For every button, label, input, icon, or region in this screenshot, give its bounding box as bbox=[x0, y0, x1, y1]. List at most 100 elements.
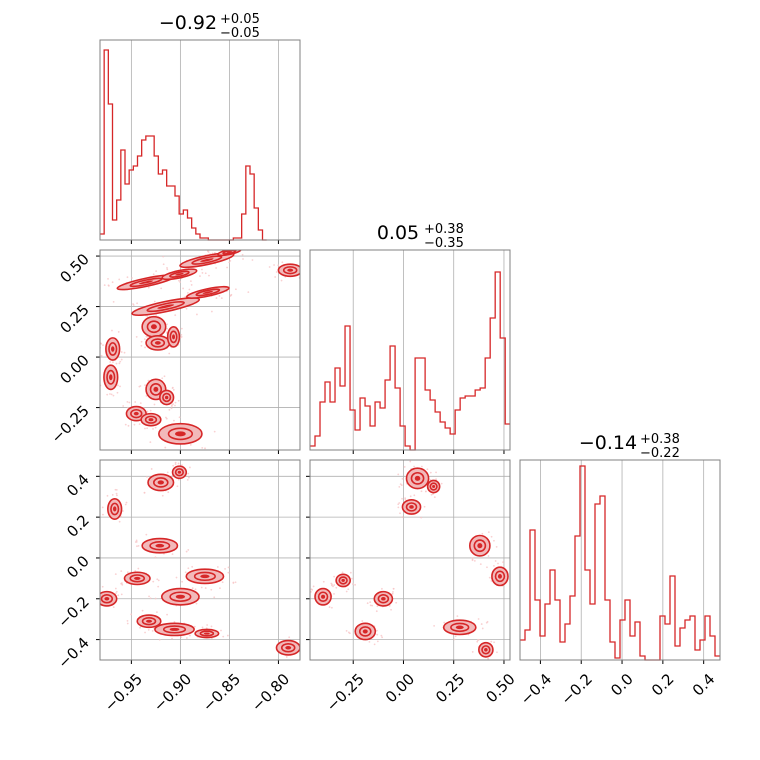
sample-point bbox=[120, 582, 123, 585]
sample-point bbox=[473, 559, 476, 562]
sample-point bbox=[333, 584, 336, 586]
sample-point bbox=[168, 352, 171, 355]
sample-point bbox=[476, 640, 479, 643]
contour-core bbox=[432, 485, 436, 489]
panel-title-upper-error: +0.05 bbox=[220, 12, 260, 27]
sample-point bbox=[375, 629, 378, 632]
sample-point bbox=[493, 539, 495, 542]
sample-point bbox=[206, 624, 209, 626]
sample-point bbox=[166, 323, 168, 326]
sample-point bbox=[201, 446, 204, 449]
sample-point bbox=[161, 377, 164, 380]
sample-point bbox=[140, 344, 143, 347]
sample-point bbox=[195, 602, 198, 605]
sample-point bbox=[109, 393, 111, 395]
sample-point bbox=[111, 493, 114, 496]
sample-point bbox=[210, 637, 213, 640]
sample-point bbox=[193, 625, 196, 628]
sample-point bbox=[497, 562, 499, 565]
sample-point bbox=[161, 494, 164, 497]
sample-point bbox=[152, 273, 155, 276]
sample-point bbox=[174, 401, 177, 404]
sample-point bbox=[331, 583, 333, 586]
sample-point bbox=[122, 510, 124, 512]
sample-point bbox=[117, 384, 119, 387]
sample-point bbox=[144, 631, 146, 634]
sample-point bbox=[93, 596, 95, 598]
contour-core bbox=[362, 629, 368, 634]
sample-point bbox=[119, 385, 121, 388]
sample-point bbox=[369, 604, 372, 607]
sample-point bbox=[493, 564, 495, 567]
sample-point bbox=[187, 292, 189, 294]
sample-point bbox=[141, 609, 144, 612]
sample-point bbox=[150, 468, 153, 470]
sample-point bbox=[285, 656, 288, 658]
sample-point bbox=[121, 583, 124, 586]
sample-point bbox=[145, 394, 148, 397]
panel-title-lower-error: −0.22 bbox=[640, 446, 680, 461]
sample-point bbox=[173, 621, 176, 623]
sample-point bbox=[112, 394, 115, 397]
sample-point bbox=[404, 498, 407, 501]
y-tick-label: 0.4 bbox=[63, 470, 93, 500]
sample-point bbox=[247, 291, 250, 294]
sample-point bbox=[126, 571, 129, 574]
contour-core bbox=[134, 576, 141, 580]
sample-point bbox=[120, 358, 123, 361]
sample-point bbox=[156, 611, 158, 614]
sample-point bbox=[117, 331, 120, 333]
sample-point bbox=[146, 335, 149, 338]
x-tick-label: −0.25 bbox=[323, 670, 368, 715]
sample-point bbox=[219, 587, 221, 590]
contour-core bbox=[477, 543, 483, 549]
sample-point bbox=[234, 288, 237, 291]
scatter-r2c1: −0.25 0.00 0.25 0.50 bbox=[306, 459, 519, 715]
sample-point bbox=[400, 484, 403, 487]
sample-point bbox=[216, 566, 219, 568]
sample-point bbox=[207, 251, 210, 253]
sample-point bbox=[215, 267, 217, 269]
contour-core bbox=[414, 475, 421, 481]
panel-title-lower-error: −0.35 bbox=[424, 236, 464, 251]
sample-point bbox=[154, 597, 157, 600]
sample-point bbox=[229, 247, 231, 249]
contour-core bbox=[109, 374, 113, 381]
sample-point bbox=[146, 410, 149, 413]
sample-point bbox=[163, 375, 166, 378]
contour-core bbox=[226, 251, 233, 253]
contour-core bbox=[203, 632, 210, 635]
sample-point bbox=[179, 281, 181, 283]
sample-point bbox=[433, 625, 436, 627]
sample-point bbox=[354, 583, 357, 586]
sample-point bbox=[180, 636, 183, 639]
histogram-diag-1: 0.05 +0.38−0.35 bbox=[309, 222, 511, 454]
sample-point bbox=[118, 278, 121, 281]
sample-point bbox=[191, 587, 194, 590]
panel-title-upper-error: +0.38 bbox=[640, 432, 680, 447]
sample-point bbox=[117, 594, 120, 597]
contour-core bbox=[175, 594, 186, 599]
sample-point bbox=[177, 399, 180, 402]
sample-point bbox=[139, 626, 141, 629]
sample-point bbox=[432, 493, 434, 495]
sample-point bbox=[188, 466, 191, 469]
x-tick-label: −0.80 bbox=[248, 670, 293, 715]
contour-core bbox=[157, 480, 164, 485]
sample-point bbox=[242, 248, 244, 250]
sample-point bbox=[120, 570, 123, 573]
y-tick-label: 0.25 bbox=[56, 301, 92, 337]
sample-point bbox=[477, 638, 480, 641]
sample-point bbox=[101, 506, 104, 509]
panel-frame-r2c0 bbox=[99, 459, 301, 661]
sample-point bbox=[132, 304, 135, 306]
sample-point bbox=[154, 556, 157, 559]
sample-point bbox=[171, 386, 174, 389]
sample-point bbox=[226, 247, 228, 249]
sample-point bbox=[122, 405, 125, 407]
sample-point bbox=[373, 643, 376, 646]
contour-core bbox=[484, 648, 488, 652]
sample-point bbox=[332, 585, 334, 588]
sample-point bbox=[221, 581, 224, 584]
sample-point bbox=[392, 587, 395, 590]
